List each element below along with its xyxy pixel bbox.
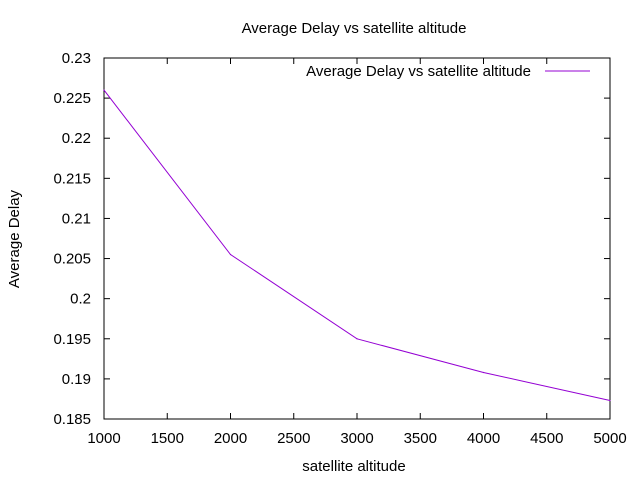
x-tick-label: 5000 bbox=[593, 430, 626, 447]
y-tick-label: 0.2 bbox=[70, 291, 91, 308]
y-tick-label: 0.21 bbox=[62, 210, 91, 227]
x-tick-label: 1000 bbox=[87, 430, 120, 447]
y-tick-label: 0.205 bbox=[53, 251, 91, 268]
y-tick-label: 0.225 bbox=[53, 90, 91, 107]
x-tick-label: 2500 bbox=[277, 430, 310, 447]
legend-label: Average Delay vs satellite altitude bbox=[306, 63, 531, 80]
x-tick-label: 3000 bbox=[340, 430, 373, 447]
data-point bbox=[609, 399, 611, 402]
y-axis-label: Average Delay bbox=[6, 189, 23, 288]
x-tick-label: 4500 bbox=[530, 430, 563, 447]
x-axis-label: satellite altitude bbox=[302, 458, 405, 475]
y-tick-label: 0.185 bbox=[53, 411, 91, 428]
y-tick-label: 0.23 bbox=[62, 50, 91, 67]
x-tick-label: 2000 bbox=[214, 430, 247, 447]
data-point bbox=[482, 371, 485, 374]
chart-title: Average Delay vs satellite altitude bbox=[242, 20, 467, 37]
data-point bbox=[356, 338, 358, 340]
x-tick-label: 1500 bbox=[151, 430, 184, 447]
x-axis: 1000 1500 2000 2500 3000 3500 4000 4500 5000 bbox=[87, 58, 627, 447]
legend: Average Delay vs satellite altitude bbox=[306, 63, 590, 80]
y-tick-label: 0.215 bbox=[53, 170, 91, 187]
y-tick-label: 0.19 bbox=[62, 371, 91, 388]
y-axis: 0.185 0.19 0.195 0.2 0.205 0.21 0.215 0.22 0.225… bbox=[53, 50, 610, 428]
x-tick-label: 4000 bbox=[467, 430, 500, 447]
data-point bbox=[103, 89, 105, 91]
series-layer bbox=[103, 89, 611, 402]
y-tick-label: 0.22 bbox=[62, 130, 91, 147]
plot-border bbox=[103, 57, 611, 420]
y-tick-label: 0.195 bbox=[53, 331, 91, 348]
x-tick-label: 3500 bbox=[404, 430, 437, 447]
series-line bbox=[103, 89, 611, 401]
data-point bbox=[229, 253, 232, 256]
